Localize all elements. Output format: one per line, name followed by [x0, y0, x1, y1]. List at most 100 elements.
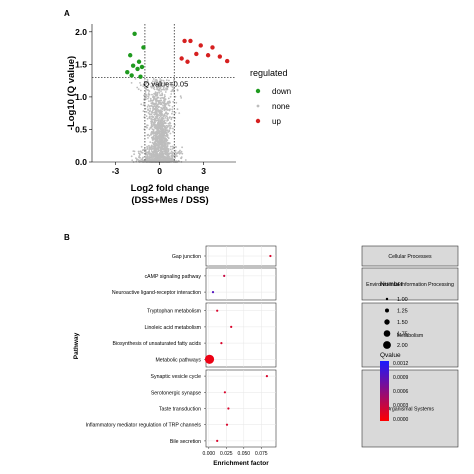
none-point — [151, 118, 154, 121]
none-point — [163, 148, 166, 151]
none-point — [150, 86, 153, 89]
x-tick-label: 3 — [201, 166, 206, 176]
none-point — [149, 105, 151, 108]
none-point — [152, 123, 155, 126]
none-point — [147, 151, 150, 153]
pathway-label: Biosynthesis of unsaturated fatty acids — [112, 341, 201, 347]
none-point — [142, 156, 145, 159]
none-point — [164, 127, 167, 130]
legend-marker-down — [255, 88, 261, 94]
none-point — [146, 78, 149, 81]
enrichment-plot: Cellular Processes Gap junction Environmen… — [73, 245, 459, 467]
none-point — [145, 95, 148, 97]
none-point — [154, 99, 157, 101]
none-point — [161, 96, 164, 99]
none-point — [172, 85, 175, 87]
none-point — [164, 89, 166, 91]
point-down — [138, 74, 143, 79]
none-point — [162, 156, 165, 159]
none-point — [171, 89, 174, 91]
none-point — [160, 103, 163, 106]
none-point — [147, 97, 149, 100]
facet-strip — [361, 245, 459, 267]
none-point — [146, 124, 149, 127]
point-up — [179, 56, 184, 61]
none-point — [161, 128, 164, 131]
pathway-point — [227, 407, 230, 410]
none-point — [150, 126, 153, 129]
none-point — [150, 150, 153, 153]
none-point — [149, 108, 152, 110]
pathway-point — [204, 354, 215, 364]
none-point — [157, 125, 160, 127]
none-point — [169, 126, 172, 129]
facet-panel — [205, 302, 277, 368]
facet-3: Organismal Systems Synaptic vesicle cycle… — [86, 369, 459, 448]
none-point — [165, 83, 167, 86]
none-point — [130, 82, 133, 84]
none-point — [166, 88, 169, 90]
none-point — [163, 141, 166, 144]
pathway-label: Metabolic pathways — [155, 357, 201, 363]
none-point — [156, 129, 159, 132]
none-point — [165, 135, 168, 137]
none-point — [163, 146, 166, 149]
none-point — [160, 143, 163, 146]
none-point — [163, 81, 166, 84]
none-point — [155, 155, 158, 158]
none-point — [155, 133, 158, 135]
facet-2: Metabolism Tryptophan metabolism Linoleic … — [112, 302, 459, 368]
number-legend-marker — [385, 297, 389, 301]
none-point — [152, 96, 155, 99]
none-point — [151, 120, 154, 123]
none-point — [162, 104, 164, 107]
none-point — [158, 110, 161, 113]
none-point — [150, 155, 153, 158]
none-point — [169, 116, 171, 118]
none-point — [179, 95, 182, 98]
none-point — [171, 110, 174, 113]
none-point — [150, 111, 153, 113]
none-point — [148, 147, 151, 150]
none-point — [170, 118, 173, 121]
number-legend-label: 1.50 — [397, 320, 408, 326]
none-point — [167, 156, 169, 158]
none-point — [156, 108, 159, 110]
none-point — [148, 155, 151, 157]
point-up — [185, 59, 190, 64]
none-point — [160, 134, 163, 137]
none-point — [172, 130, 174, 133]
none-point — [155, 153, 158, 156]
none-point — [153, 153, 156, 156]
number-legend-marker — [384, 319, 390, 325]
none-point — [142, 85, 145, 87]
none-point — [152, 80, 154, 83]
none-point — [164, 152, 167, 154]
none-point — [154, 136, 157, 139]
none-point — [159, 156, 162, 159]
none-point — [154, 145, 157, 148]
none-point — [170, 125, 173, 127]
none-point — [167, 122, 170, 125]
none-point — [137, 88, 140, 91]
none-point — [151, 115, 154, 117]
number-legend-label: 1.25 — [397, 309, 408, 315]
none-point — [156, 151, 159, 153]
none-point — [158, 146, 161, 149]
none-point — [147, 112, 150, 114]
series-up — [179, 38, 230, 64]
none-point — [142, 83, 145, 86]
none-point — [172, 127, 174, 130]
point-up — [182, 38, 187, 44]
none-point — [146, 80, 149, 83]
none-point — [153, 134, 155, 137]
none-point — [181, 152, 184, 155]
none-point — [164, 138, 167, 141]
none-point — [178, 112, 181, 114]
none-point — [158, 80, 161, 83]
none-point — [156, 117, 159, 120]
facet-strip-label: Cellular Processes — [388, 254, 432, 260]
pathway-point — [216, 309, 219, 312]
point-down — [132, 31, 137, 36]
none-point — [161, 125, 164, 128]
